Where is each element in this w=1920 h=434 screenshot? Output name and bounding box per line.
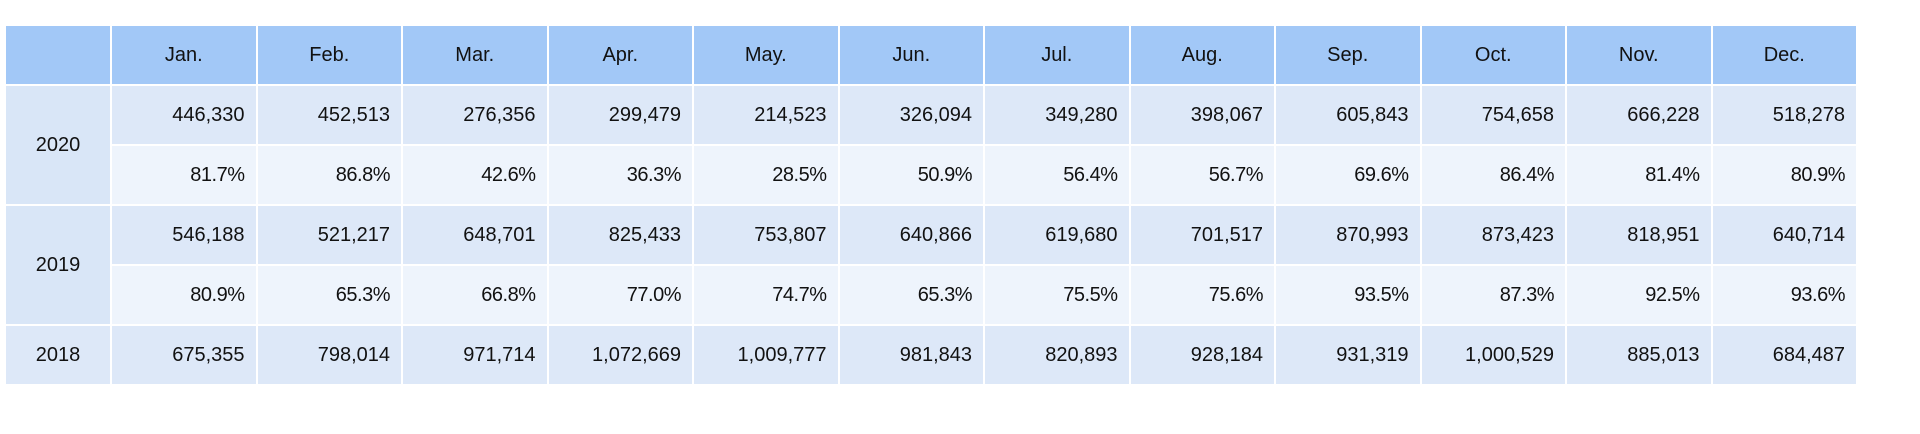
table-row-2019-percents: 80.9% 65.3% 66.8% 77.0% 74.7% 65.3% 75.5… bbox=[5, 264, 1858, 326]
value-cell: 1,072,669 bbox=[546, 324, 694, 386]
value-cell: 648,701 bbox=[401, 204, 549, 266]
value-cell: 818,951 bbox=[1565, 204, 1713, 266]
value-cell: 870,993 bbox=[1274, 204, 1422, 266]
value-cell: 825,433 bbox=[546, 204, 694, 266]
month-header-sep: Sep. bbox=[1274, 24, 1422, 86]
value-cell: 675,355 bbox=[110, 324, 258, 386]
year-label-2018: 2018 bbox=[4, 324, 112, 386]
percent-cell: 36.3% bbox=[546, 144, 694, 206]
percent-cell: 66.8% bbox=[401, 264, 549, 326]
value-cell: 605,843 bbox=[1274, 84, 1422, 146]
value-cell: 928,184 bbox=[1128, 324, 1276, 386]
percent-cell: 86.8% bbox=[255, 144, 403, 206]
value-cell: 349,280 bbox=[983, 84, 1131, 146]
value-cell: 885,013 bbox=[1565, 324, 1713, 386]
percent-cell: 75.5% bbox=[983, 264, 1131, 326]
month-header-jun: Jun. bbox=[837, 24, 985, 86]
value-cell: 214,523 bbox=[692, 84, 840, 146]
value-cell: 753,807 bbox=[692, 204, 840, 266]
percent-cell: 93.5% bbox=[1274, 264, 1422, 326]
percent-cell: 77.0% bbox=[546, 264, 694, 326]
percent-cell: 50.9% bbox=[837, 144, 985, 206]
month-header-nov: Nov. bbox=[1565, 24, 1713, 86]
percent-cell: 93.6% bbox=[1710, 264, 1858, 326]
value-cell: 521,217 bbox=[255, 204, 403, 266]
value-cell: 640,866 bbox=[837, 204, 985, 266]
value-cell: 754,658 bbox=[1419, 84, 1567, 146]
percent-cell: 56.7% bbox=[1128, 144, 1276, 206]
percent-cell: 87.3% bbox=[1419, 264, 1567, 326]
month-header-jul: Jul. bbox=[983, 24, 1131, 86]
percent-cell: 69.6% bbox=[1274, 144, 1422, 206]
value-cell: 640,714 bbox=[1710, 204, 1858, 266]
value-cell: 398,067 bbox=[1128, 84, 1276, 146]
percent-cell: 75.6% bbox=[1128, 264, 1276, 326]
month-header-apr: Apr. bbox=[546, 24, 694, 86]
value-cell: 1,009,777 bbox=[692, 324, 840, 386]
percent-cell: 86.4% bbox=[1419, 144, 1567, 206]
value-cell: 666,228 bbox=[1565, 84, 1713, 146]
month-header-dec: Dec. bbox=[1710, 24, 1858, 86]
year-label-2019: 2019 bbox=[4, 204, 112, 326]
value-cell: 452,513 bbox=[255, 84, 403, 146]
month-header-jan: Jan. bbox=[110, 24, 258, 86]
value-cell: 981,843 bbox=[837, 324, 985, 386]
value-cell: 446,330 bbox=[110, 84, 258, 146]
table-row-2020-percents: 81.7% 86.8% 42.6% 36.3% 28.5% 50.9% 56.4… bbox=[5, 144, 1858, 206]
percent-cell: 56.4% bbox=[983, 144, 1131, 206]
table-row-2020-values: 2020 446,330 452,513 276,356 299,479 214… bbox=[4, 84, 1858, 206]
value-cell: 820,893 bbox=[983, 324, 1131, 386]
value-cell: 326,094 bbox=[837, 84, 985, 146]
value-cell: 971,714 bbox=[401, 324, 549, 386]
month-header-aug: Aug. bbox=[1128, 24, 1276, 86]
value-cell: 299,479 bbox=[546, 84, 694, 146]
percent-cell: 81.4% bbox=[1565, 144, 1713, 206]
year-label-2020: 2020 bbox=[4, 84, 112, 206]
monthly-comparison-table: Jan. Feb. Mar. Apr. May. Jun. Jul. Aug. … bbox=[4, 24, 1858, 386]
value-cell: 798,014 bbox=[255, 324, 403, 386]
percent-cell: 42.6% bbox=[401, 144, 549, 206]
percent-cell: 65.3% bbox=[837, 264, 985, 326]
value-cell: 619,680 bbox=[983, 204, 1131, 266]
percent-cell: 80.9% bbox=[110, 264, 258, 326]
percent-cell: 74.7% bbox=[692, 264, 840, 326]
percent-cell: 92.5% bbox=[1565, 264, 1713, 326]
value-cell: 873,423 bbox=[1419, 204, 1567, 266]
value-cell: 518,278 bbox=[1710, 84, 1858, 146]
corner-cell bbox=[4, 24, 112, 86]
value-cell: 684,487 bbox=[1710, 324, 1858, 386]
table-row-2018-values: 2018 675,355 798,014 971,714 1,072,669 1… bbox=[4, 324, 1858, 386]
table-row-2019-values: 2019 546,188 521,217 648,701 825,433 753… bbox=[4, 204, 1858, 326]
month-header-oct: Oct. bbox=[1419, 24, 1567, 86]
month-header-may: May. bbox=[692, 24, 840, 86]
month-header-feb: Feb. bbox=[255, 24, 403, 86]
percent-cell: 65.3% bbox=[255, 264, 403, 326]
value-cell: 931,319 bbox=[1274, 324, 1422, 386]
value-cell: 276,356 bbox=[401, 84, 549, 146]
value-cell: 546,188 bbox=[110, 204, 258, 266]
percent-cell: 81.7% bbox=[110, 144, 258, 206]
month-header-mar: Mar. bbox=[401, 24, 549, 86]
percent-cell: 80.9% bbox=[1710, 144, 1858, 206]
value-cell: 701,517 bbox=[1128, 204, 1276, 266]
header-row: Jan. Feb. Mar. Apr. May. Jun. Jul. Aug. … bbox=[4, 24, 1858, 86]
percent-cell: 28.5% bbox=[692, 144, 840, 206]
value-cell: 1,000,529 bbox=[1419, 324, 1567, 386]
